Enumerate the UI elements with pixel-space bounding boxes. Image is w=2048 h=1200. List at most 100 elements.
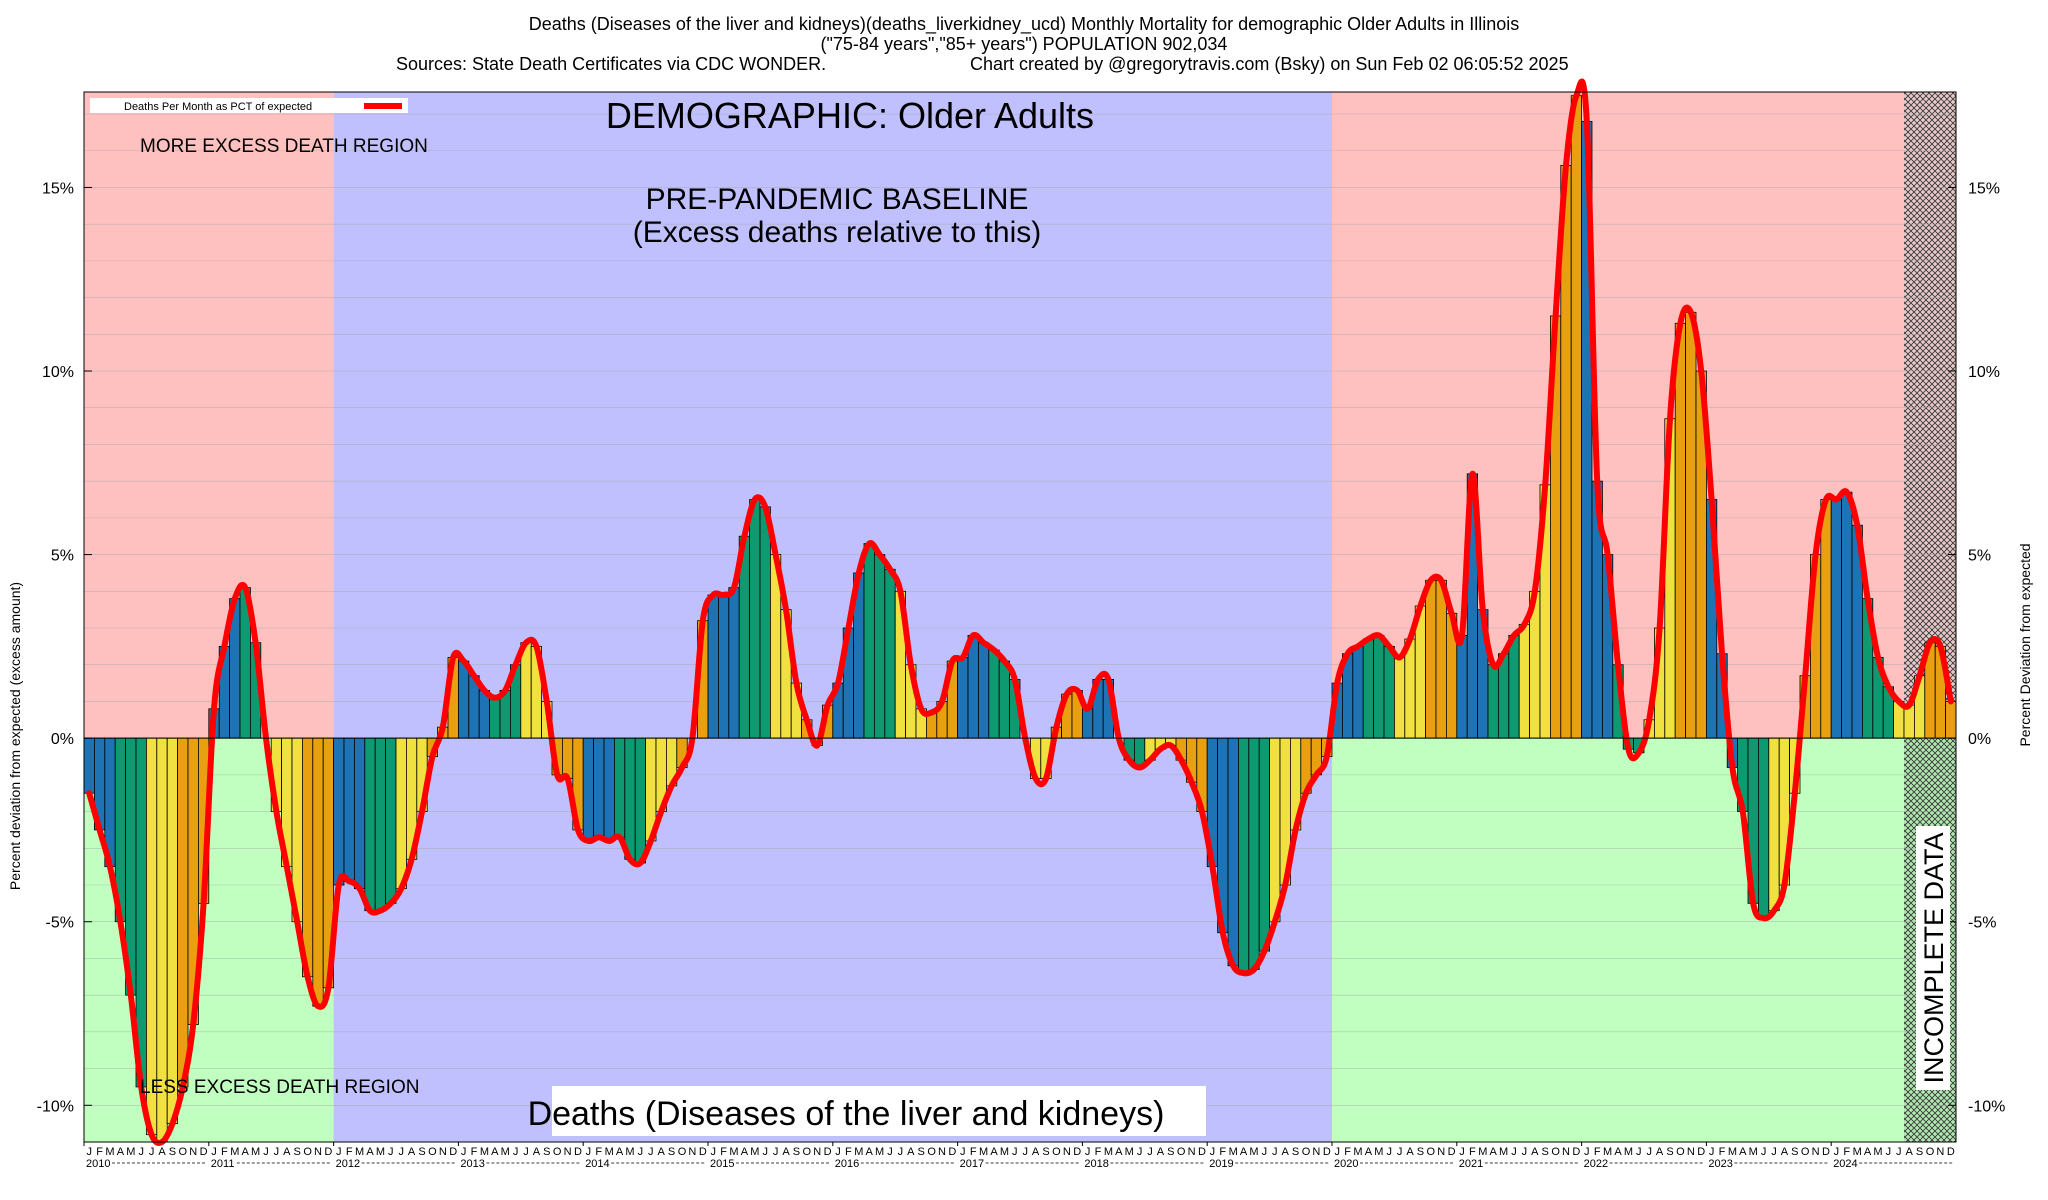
- x-month-label: F: [471, 1146, 478, 1158]
- x-month-label: J: [1511, 1146, 1517, 1158]
- x-month-label: A: [283, 1146, 291, 1158]
- x-month-label: D: [324, 1146, 332, 1158]
- x-month-label: O: [1427, 1146, 1436, 1158]
- x-month-label: F: [1219, 1146, 1226, 1158]
- x-month-label: J: [138, 1146, 144, 1158]
- bar: [301, 737, 314, 978]
- x-month-label: D: [1448, 1146, 1456, 1158]
- x-year-label: 2017: [960, 1158, 984, 1170]
- x-month-label: O: [1177, 1146, 1186, 1158]
- x-month-label: F: [1719, 1146, 1726, 1158]
- x-year-label: 2018: [1084, 1158, 1108, 1170]
- x-month-label: A: [491, 1146, 499, 1158]
- x-month-label: D: [1198, 1146, 1206, 1158]
- x-month-label: J: [336, 1146, 342, 1158]
- x-month-label: M: [376, 1146, 385, 1158]
- bar: [634, 737, 647, 864]
- x-month-label: O: [303, 1146, 312, 1158]
- x-month-label: N: [813, 1146, 821, 1158]
- x-month-label: J: [1896, 1146, 1902, 1158]
- x-month-label: A: [1032, 1146, 1040, 1158]
- x-month-label: S: [668, 1146, 675, 1158]
- x-month-label: A: [242, 1146, 250, 1158]
- baseline-label-line2: (Excess deaths relative to this): [633, 216, 1042, 249]
- x-month-label: J: [1334, 1146, 1340, 1158]
- bar: [177, 737, 189, 1088]
- x-month-label: A: [990, 1146, 998, 1158]
- x-month-label: O: [1052, 1146, 1061, 1158]
- x-month-label: M: [480, 1146, 489, 1158]
- bar: [353, 737, 366, 890]
- x-month-label: J: [1210, 1146, 1216, 1158]
- y-tick-label-right: -10%: [1968, 1098, 2005, 1115]
- x-month-label: J: [388, 1146, 394, 1158]
- x-month-label: M: [750, 1146, 759, 1158]
- x-month-label: N: [1812, 1146, 1820, 1158]
- x-month-label: J: [398, 1146, 404, 1158]
- x-month-label: J: [1636, 1146, 1642, 1158]
- bar: [1248, 737, 1260, 970]
- x-month-label: N: [189, 1146, 197, 1158]
- x-month-label: J: [86, 1146, 92, 1158]
- x-month-label: A: [408, 1146, 416, 1158]
- y-tick-label-left: 10%: [42, 364, 74, 381]
- bar: [1768, 737, 1780, 912]
- x-month-label: O: [1801, 1146, 1810, 1158]
- bar: [1425, 579, 1437, 739]
- bar: [582, 737, 595, 842]
- x-month-label: J: [887, 1146, 893, 1158]
- x-year-label: 2024: [1833, 1158, 1857, 1170]
- x-month-label: S: [1417, 1146, 1424, 1158]
- bar: [562, 737, 574, 779]
- x-month-label: M: [605, 1146, 614, 1158]
- incomplete-label: INCOMPLETE DATA: [1919, 832, 1949, 1083]
- x-month-label: S: [918, 1146, 925, 1158]
- bar: [874, 554, 886, 739]
- x-month-label: A: [1365, 1146, 1373, 1158]
- x-month-label: M: [1353, 1146, 1362, 1158]
- x-year-label: 2020: [1334, 1158, 1358, 1170]
- x-month-label: F: [595, 1146, 602, 1158]
- x-month-label: M: [1249, 1146, 1258, 1158]
- y-tick-label-left: -5%: [46, 915, 74, 932]
- bar: [624, 737, 636, 860]
- x-month-label: J: [898, 1146, 904, 1158]
- x-month-label: A: [1614, 1146, 1622, 1158]
- bar: [374, 737, 387, 912]
- x-month-label: N: [1188, 1146, 1196, 1158]
- x-month-label: A: [1157, 1146, 1165, 1158]
- bar: [83, 737, 95, 794]
- x-month-label: M: [1624, 1146, 1633, 1158]
- y-tick-label-left: -10%: [37, 1098, 74, 1115]
- x-month-label: O: [803, 1146, 812, 1158]
- axes: -10% -10%-5% -5%0% 0%5% 5%10% 10%15% 15%J F M A M J…: [37, 91, 2005, 1170]
- bar: [1487, 664, 1499, 739]
- x-year-label: 2010: [86, 1158, 110, 1170]
- x-month-label: S: [1042, 1146, 1049, 1158]
- bar: [395, 737, 407, 890]
- x-month-label: M: [105, 1146, 114, 1158]
- x-month-label: F: [970, 1146, 977, 1158]
- x-month-label: M: [1499, 1146, 1508, 1158]
- x-month-label: A: [782, 1146, 790, 1158]
- x-month-label: M: [126, 1146, 135, 1158]
- x-month-label: J: [586, 1146, 592, 1158]
- bar: [166, 737, 178, 1125]
- x-month-label: A: [1490, 1146, 1498, 1158]
- x-month-label: J: [648, 1146, 654, 1158]
- bar: [489, 697, 501, 739]
- bar: [1830, 499, 1842, 739]
- bar: [998, 660, 1011, 739]
- bar: [1258, 737, 1270, 952]
- bar: [343, 737, 355, 882]
- x-month-label: F: [96, 1146, 103, 1158]
- y-tick-label-right: 15%: [1968, 180, 2000, 197]
- x-year-label: 2022: [1584, 1158, 1608, 1170]
- x-month-label: S: [543, 1146, 550, 1158]
- x-month-label: F: [1843, 1146, 1850, 1158]
- x-month-label: D: [1572, 1146, 1580, 1158]
- x-month-label: A: [533, 1146, 541, 1158]
- x-month-label: A: [158, 1146, 166, 1158]
- x-month-label: F: [346, 1146, 353, 1158]
